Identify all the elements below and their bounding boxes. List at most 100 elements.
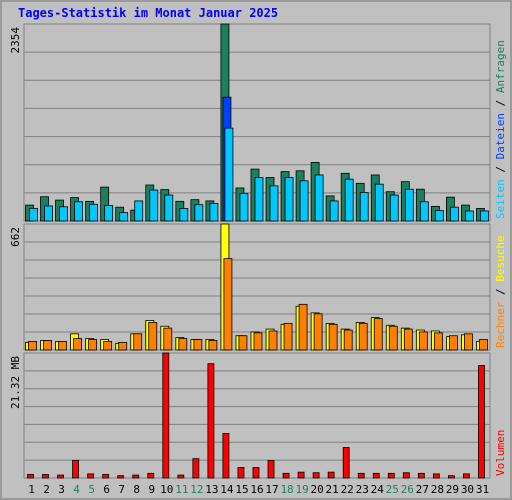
bar-seiten-23	[359, 192, 369, 222]
x-tick-label: 20	[311, 483, 324, 496]
bar-rechner-18	[283, 322, 293, 351]
bar-seiten-14	[224, 127, 234, 222]
bar-seiten-5	[89, 203, 99, 222]
bar-volumen-18	[282, 472, 290, 479]
bar-seiten-24	[374, 183, 384, 222]
x-tick-label: 6	[103, 483, 110, 496]
bar-volumen-16	[252, 467, 260, 479]
bar-rechner-1	[28, 341, 37, 351]
bar-seiten-8	[134, 200, 144, 222]
legend-panel-3: Volumen	[494, 430, 507, 476]
bar-rechner-5	[88, 339, 98, 351]
x-tick-label: 5	[88, 483, 95, 496]
bar-seiten-17	[269, 185, 279, 222]
bar-rechner-24	[373, 318, 383, 351]
x-tick-label: 17	[265, 483, 278, 496]
x-tick-label: 14	[220, 483, 234, 496]
bar-volumen-2	[42, 474, 49, 479]
x-tick-label: 26	[401, 483, 414, 496]
bar-rechner-19	[298, 303, 308, 351]
x-tick-label: 21	[326, 483, 339, 496]
bar-rechner-6	[103, 341, 113, 351]
bar-volumen-14	[222, 433, 230, 479]
bar-seiten-12	[194, 204, 204, 222]
bar-rechner-23	[358, 322, 368, 351]
y-max-label: 662	[9, 227, 22, 247]
x-tick-label: 19	[295, 483, 308, 496]
chart-title: Tages-Statistik im Monat Januar 2025	[18, 6, 279, 20]
x-tick-label: 2	[43, 483, 50, 496]
bar-rechner-8	[133, 333, 143, 351]
bar-rechner-9	[148, 322, 158, 351]
legend-panel-1: Seiten / Dateien / Anfragen	[494, 40, 507, 219]
x-tick-label: 9	[148, 483, 155, 496]
bar-rechner-28	[433, 332, 443, 351]
bar-volumen-11	[177, 474, 185, 479]
bar-seiten-30	[465, 210, 474, 222]
legend-entry-anfragen: Anfragen	[494, 40, 507, 93]
x-tick-label: 18	[280, 483, 293, 496]
bar-rechner-20	[313, 313, 323, 351]
bar-rechner-12	[193, 339, 203, 351]
bar-rechner-21	[328, 323, 338, 351]
bar-rechner-22	[343, 329, 353, 351]
x-tick-label: 1	[28, 483, 35, 496]
x-tick-label: 29	[446, 483, 459, 496]
bar-rechner-3	[58, 341, 67, 351]
bar-seiten-28	[434, 210, 444, 222]
bar-rechner-31	[479, 339, 488, 351]
bar-seiten-31	[480, 210, 489, 222]
legend-entry-seiten: Seiten	[494, 179, 507, 219]
x-tick-label: 27	[416, 483, 429, 496]
bar-volumen-29	[448, 475, 455, 479]
bar-volumen-19	[297, 471, 305, 479]
bar-volumen-10	[162, 352, 170, 479]
x-tick-label: 25	[386, 483, 399, 496]
bar-volumen-5	[87, 473, 95, 479]
x-tick-label: 31	[476, 483, 489, 496]
x-tick-label: 3	[58, 483, 65, 496]
bar-volumen-26	[402, 472, 410, 479]
legend-entry-volumen: Volumen	[494, 430, 507, 476]
bar-seiten-10	[164, 194, 174, 222]
x-tick-label: 13	[205, 483, 218, 496]
bar-seiten-16	[254, 177, 264, 222]
bar-rechner-7	[118, 341, 128, 351]
bar-volumen-21	[327, 471, 335, 479]
bar-volumen-28	[432, 473, 440, 479]
bar-volumen-22	[342, 447, 350, 479]
x-tick-label: 24	[371, 483, 385, 496]
x-tick-label: 8	[133, 483, 140, 496]
bar-seiten-18	[284, 177, 294, 222]
x-tick-label: 28	[431, 483, 444, 496]
bar-rechner-14	[223, 258, 233, 351]
x-tick-label: 16	[250, 483, 263, 496]
bar-rechner-15	[238, 335, 248, 351]
bar-volumen-31	[478, 365, 485, 479]
bar-volumen-3	[57, 474, 64, 479]
bar-volumen-24	[372, 472, 380, 479]
x-tick-label: 22	[341, 483, 354, 496]
bar-seiten-26	[404, 188, 414, 222]
bar-rechner-2	[43, 340, 52, 351]
bar-seiten-7	[119, 212, 129, 222]
x-tick-label: 23	[356, 483, 369, 496]
bar-seiten-22	[344, 178, 354, 222]
bar-rechner-30	[464, 333, 473, 351]
bar-seiten-1	[29, 208, 38, 222]
bar-rechner-27	[418, 331, 428, 351]
bar-volumen-8	[132, 474, 140, 479]
bar-volumen-13	[207, 363, 215, 479]
bar-seiten-2	[44, 205, 53, 222]
bar-rechner-25	[388, 325, 398, 351]
bar-seiten-15	[239, 192, 249, 222]
bar-rechner-29	[449, 335, 458, 351]
x-tick-label: 15	[235, 483, 248, 496]
bar-volumen-9	[147, 472, 155, 479]
bar-volumen-15	[237, 467, 245, 479]
bar-seiten-6	[104, 205, 114, 222]
bar-rechner-4	[73, 338, 82, 351]
bar-rechner-11	[178, 338, 188, 351]
y-max-label: 21.32 MB	[9, 356, 22, 409]
